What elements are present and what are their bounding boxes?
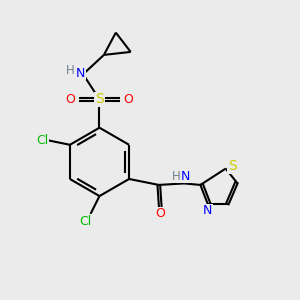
Text: O: O	[124, 93, 134, 106]
Text: S: S	[228, 159, 237, 173]
Text: O: O	[155, 207, 165, 220]
Text: H: H	[172, 169, 181, 182]
Text: S: S	[95, 92, 104, 106]
Text: N: N	[181, 169, 190, 182]
Text: H: H	[66, 64, 75, 77]
Text: N: N	[202, 204, 212, 217]
Text: O: O	[65, 93, 75, 106]
Text: N: N	[76, 67, 86, 80]
Text: Cl: Cl	[79, 215, 91, 228]
Text: Cl: Cl	[36, 134, 48, 147]
